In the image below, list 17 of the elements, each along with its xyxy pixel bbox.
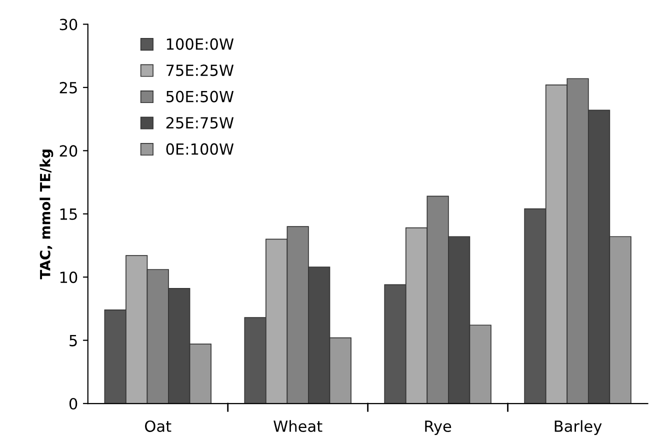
legend-label: 0E:100W	[166, 143, 234, 155]
x-tick-label: Barley	[554, 420, 602, 435]
legend-label: 50E:50W	[166, 90, 234, 102]
y-tick-label: 5	[70, 334, 77, 346]
x-tick-label: Rye	[425, 420, 452, 435]
x-tick-label: Wheat	[274, 420, 322, 432]
y-tick-label: 30	[60, 18, 78, 30]
x-tick-label: Oat	[145, 420, 172, 432]
legend-label: 75E:25W	[166, 64, 234, 76]
y-tick-label: 20	[60, 145, 78, 157]
y-tick-label: 25	[60, 82, 77, 94]
legend-label: 25E:75W	[166, 117, 234, 129]
y-tick-label: 10	[60, 272, 78, 284]
legend-label: 100E:0W	[166, 38, 234, 50]
y-axis-title: TAC, mmol TE/kg	[40, 150, 54, 280]
y-tick-label: 15	[60, 208, 77, 220]
y-tick-label: 0	[69, 398, 78, 410]
